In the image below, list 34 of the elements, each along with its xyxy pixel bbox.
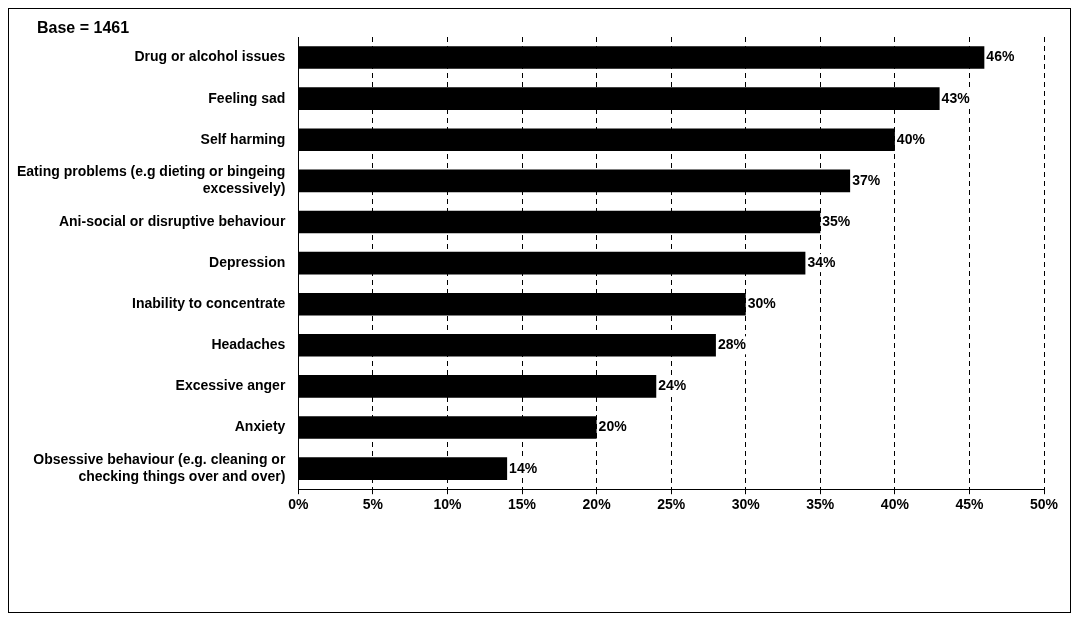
x-tick-label: 50% bbox=[1029, 496, 1059, 513]
y-tick-label: Ani-social or disruptive behaviour bbox=[58, 212, 286, 229]
y-tick-label: Inability to concentrate bbox=[132, 295, 286, 312]
data-label: 14% bbox=[509, 459, 538, 476]
data-label: 46% bbox=[986, 48, 1015, 65]
x-tick-label: 0% bbox=[288, 496, 310, 513]
data-label: 24% bbox=[658, 377, 687, 394]
y-tick-label: Self harming bbox=[200, 130, 286, 147]
y-tick-label: Drug or alcohol issues bbox=[134, 48, 286, 65]
x-tick-label: 5% bbox=[362, 496, 384, 513]
y-tick-label: Excessive anger bbox=[175, 377, 286, 394]
data-label: 30% bbox=[747, 295, 777, 312]
y-tick-label: Depression bbox=[209, 253, 286, 270]
data-label: 37% bbox=[852, 171, 881, 188]
data-label: 20% bbox=[598, 418, 628, 435]
data-label: 35% bbox=[822, 212, 851, 229]
data-label: 28% bbox=[717, 336, 747, 353]
x-tick-label: 20% bbox=[582, 496, 612, 513]
data-label: 34% bbox=[807, 253, 836, 270]
x-tick-label: 35% bbox=[806, 496, 835, 513]
x-tick-label: 25% bbox=[657, 496, 686, 513]
y-tick-label: Feeling sad bbox=[208, 89, 286, 106]
y-tick-label: Eating problems (e.g dieting or bingeing excessively) bbox=[16, 163, 286, 197]
y-tick-label: Obsessive behaviour (e.g. cleaning or checking things over and over) bbox=[33, 451, 286, 484]
x-tick-label: 45% bbox=[955, 496, 984, 513]
x-tick-label: 30% bbox=[731, 496, 761, 513]
y-tick-label: Anxiety bbox=[234, 418, 286, 435]
data-label: 43% bbox=[941, 89, 971, 106]
text: Base = 1461 bbox=[37, 19, 130, 37]
x-tick-label: 40% bbox=[880, 496, 910, 513]
data-label: 40% bbox=[896, 130, 926, 147]
x-tick-label: 15% bbox=[508, 496, 537, 513]
y-tick-label: Headaches bbox=[211, 336, 286, 353]
x-tick-label: 10% bbox=[433, 496, 463, 513]
